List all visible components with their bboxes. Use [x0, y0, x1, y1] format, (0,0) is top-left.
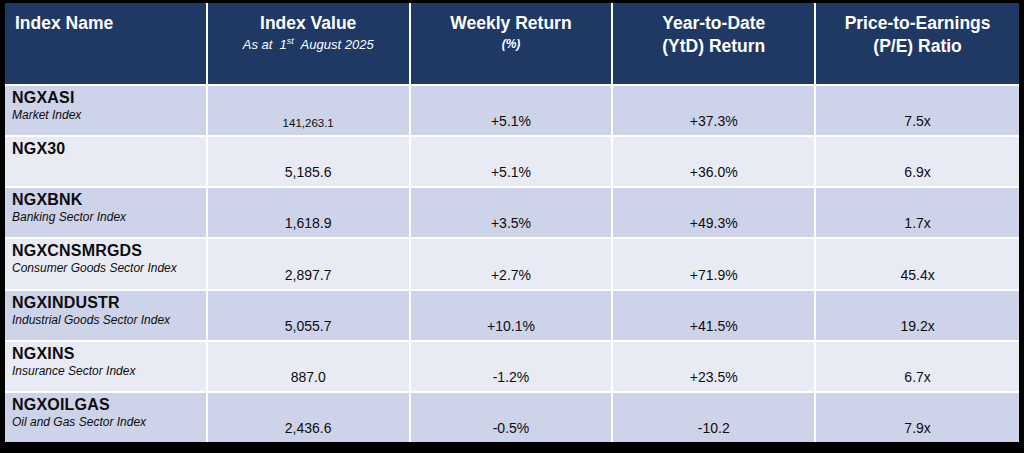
index-value-cell: 2,436.6 — [208, 393, 411, 442]
table-row: NGXBNK Banking Sector Index 1,618.9 +3.5… — [5, 186, 1019, 237]
index-value-cell: 5,055.7 — [208, 291, 411, 340]
index-name: NGXASI — [12, 89, 200, 107]
header-cell-index-name: Index Name — [5, 3, 208, 84]
index-name: NGXBNK — [12, 191, 200, 209]
header-subtitle-as-at-date: As at 1st August 2025 — [243, 37, 374, 52]
ytd-return-cell: +71.9% — [613, 239, 816, 288]
table-row: NGXASI Market Index 141,263.1 +5.1% +37.… — [5, 84, 1019, 135]
weekly-return-cell: +3.5% — [411, 188, 614, 237]
ytd-return-cell: -10.2 — [613, 393, 816, 442]
market-index-table: Index Name Index Value As at 1st August … — [5, 3, 1019, 442]
pe-ratio-cell: 6.9x — [816, 137, 1019, 186]
pe-ratio-cell: 19.2x — [816, 291, 1019, 340]
as-at-prefix: As at 1 — [243, 37, 287, 52]
weekly-return-cell: -1.2% — [411, 342, 614, 391]
header-label: Price-to-Earnings (P/E) Ratio — [845, 12, 991, 58]
table-row: NGXINS Insurance Sector Index 887.0 -1.2… — [5, 340, 1019, 391]
index-name-cell: NGX30 — [5, 137, 208, 186]
index-name: NGXINS — [12, 345, 200, 363]
table-row: NGXCNSMRGDS Consumer Goods Sector Index … — [5, 237, 1019, 288]
pe-ratio-cell: 7.9x — [816, 393, 1019, 442]
index-description: Market Index — [12, 108, 200, 122]
ytd-return-cell: +37.3% — [613, 86, 816, 135]
ytd-return-cell: +23.5% — [613, 342, 816, 391]
header-cell-ytd-return: Year-to-Date (YtD) Return — [613, 3, 816, 84]
header-label: Weekly Return — [450, 12, 571, 35]
table-row: NGX30 5,185.6 +5.1% +36.0% 6.9x — [5, 135, 1019, 186]
weekly-return-cell: -0.5% — [411, 393, 614, 442]
index-name-cell: NGXBNK Banking Sector Index — [5, 188, 208, 237]
index-description: Industrial Goods Sector Index — [12, 313, 200, 327]
header-label: Index Name — [15, 12, 113, 35]
ordinal-suffix: st — [287, 35, 294, 45]
weekly-return-cell: +5.1% — [411, 137, 614, 186]
header-label: Year-to-Date (YtD) Return — [662, 12, 765, 58]
weekly-return-cell: +10.1% — [411, 291, 614, 340]
index-name: NGXCNSMRGDS — [12, 242, 200, 260]
ytd-return-cell: +36.0% — [613, 137, 816, 186]
weekly-return-cell: +2.7% — [411, 239, 614, 288]
header-subtitle-percent: (%) — [502, 37, 521, 51]
index-name-cell: NGXCNSMRGDS Consumer Goods Sector Index — [5, 239, 208, 288]
index-value-cell: 887.0 — [208, 342, 411, 391]
index-name: NGXOILGAS — [12, 396, 200, 414]
pe-ratio-cell: 7.5x — [816, 86, 1019, 135]
pe-ratio-cell: 6.7x — [816, 342, 1019, 391]
header-cell-index-value: Index Value As at 1st August 2025 — [208, 3, 411, 84]
ytd-return-cell: +49.3% — [613, 188, 816, 237]
index-table-frame: Index Name Index Value As at 1st August … — [0, 0, 1024, 453]
pe-ratio-cell: 45.4x — [816, 239, 1019, 288]
table-row: NGXOILGAS Oil and Gas Sector Index 2,436… — [5, 391, 1019, 442]
index-description: Insurance Sector Index — [12, 364, 200, 378]
header-cell-pe-ratio: Price-to-Earnings (P/E) Ratio — [816, 3, 1019, 84]
index-value-cell: 5,185.6 — [208, 137, 411, 186]
index-name: NGX30 — [12, 140, 200, 158]
weekly-return-cell: +5.1% — [411, 86, 614, 135]
header-cell-weekly-return: Weekly Return (%) — [411, 3, 614, 84]
ytd-return-cell: +41.5% — [613, 291, 816, 340]
as-at-suffix: August 2025 — [294, 37, 374, 52]
index-name-cell: NGXOILGAS Oil and Gas Sector Index — [5, 393, 208, 442]
index-value-cell: 141,263.1 — [208, 86, 411, 135]
pe-ratio-cell: 1.7x — [816, 188, 1019, 237]
index-value-cell: 1,618.9 — [208, 188, 411, 237]
table-row: NGXINDUSTR Industrial Goods Sector Index… — [5, 289, 1019, 340]
index-description: Oil and Gas Sector Index — [12, 415, 200, 429]
index-description: Banking Sector Index — [12, 210, 200, 224]
index-name: NGXINDUSTR — [12, 294, 200, 312]
index-value-cell: 2,897.7 — [208, 239, 411, 288]
index-name-cell: NGXINS Insurance Sector Index — [5, 342, 208, 391]
table-header-row: Index Name Index Value As at 1st August … — [5, 3, 1019, 84]
index-description: Consumer Goods Sector Index — [12, 261, 200, 275]
index-name-cell: NGXINDUSTR Industrial Goods Sector Index — [5, 291, 208, 340]
index-name-cell: NGXASI Market Index — [5, 86, 208, 135]
header-label: Index Value — [260, 12, 356, 35]
